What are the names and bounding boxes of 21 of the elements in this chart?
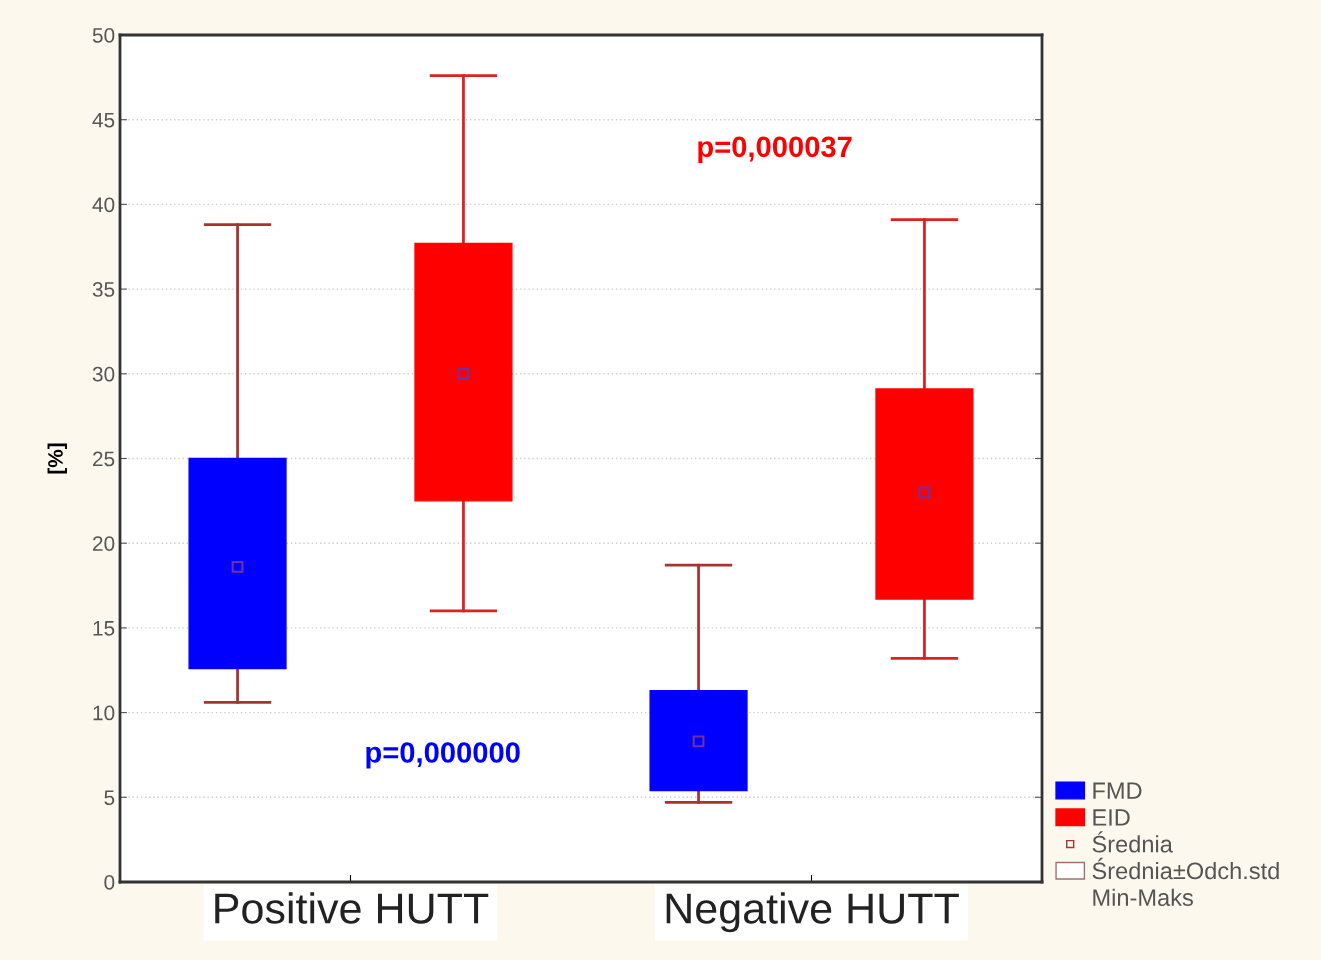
- text: Min-Maks: [1093, 888, 1193, 906]
- x-tick-label: Negative HUTT: [666, 892, 959, 933]
- y-tick-label: 5: [104, 790, 115, 806]
- y-tick-label: 10: [93, 705, 115, 721]
- annotation: p=0,000037: [698, 136, 852, 163]
- y-tick-label: 50: [92, 28, 115, 43]
- y-tick-label: 40: [92, 197, 115, 213]
- y-tick-label: 30: [92, 366, 115, 382]
- y-axis-title: [%]: [47, 443, 67, 474]
- annotation: p=0,000000: [366, 742, 520, 769]
- legend-label: EID: [1093, 809, 1130, 826]
- y-tick-label: 15: [93, 621, 115, 636]
- y-tick-label: 25: [93, 451, 115, 467]
- text: Średnia±Odch.std: [1092, 857, 1279, 880]
- x-tick-label: Positive HUTT: [215, 892, 489, 924]
- text: Średnia: [1092, 831, 1173, 853]
- y-tick-label: 0: [104, 875, 115, 890]
- y-tick-label: 20: [93, 536, 115, 551]
- legend-label: FMD: [1093, 782, 1142, 799]
- y-tick-label: 45: [92, 112, 115, 128]
- y-tick-label: 35: [92, 282, 115, 297]
